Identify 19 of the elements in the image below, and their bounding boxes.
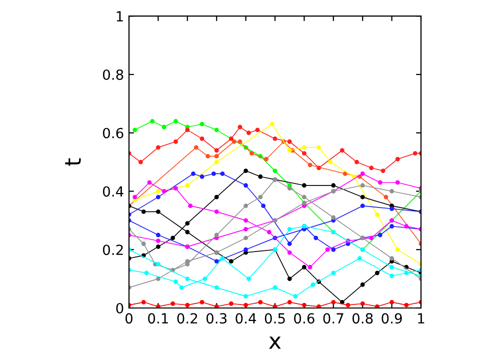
x-tick-label: 0.4: [236, 313, 256, 324]
y-axis-title: t: [65, 158, 81, 166]
x-tick-label: 0.1: [148, 313, 168, 324]
x-axis-title: x: [269, 336, 281, 349]
x-tick-label: 0.5: [264, 313, 285, 324]
x-tick-label: 0: [125, 313, 132, 324]
x-tick-label: 0.6: [294, 313, 314, 324]
x-tick-label: 0.9: [382, 313, 402, 324]
x-tick-label: 0.7: [323, 313, 344, 324]
y-tick-label: 0.2: [102, 244, 123, 256]
y-tick-label: 0.8: [102, 69, 124, 80]
x-tick-label: 0.3: [206, 313, 227, 324]
y-tick-label: 1: [116, 11, 123, 22]
x-tick-label: 0.2: [177, 313, 198, 324]
y-tick-label: 0.4: [102, 186, 124, 197]
y-tick-label: 0: [116, 302, 124, 314]
x-tick-label: 0.8: [352, 313, 373, 324]
y-tick-label: 0.6: [102, 128, 124, 138]
x-tick-label: 1: [418, 313, 424, 324]
